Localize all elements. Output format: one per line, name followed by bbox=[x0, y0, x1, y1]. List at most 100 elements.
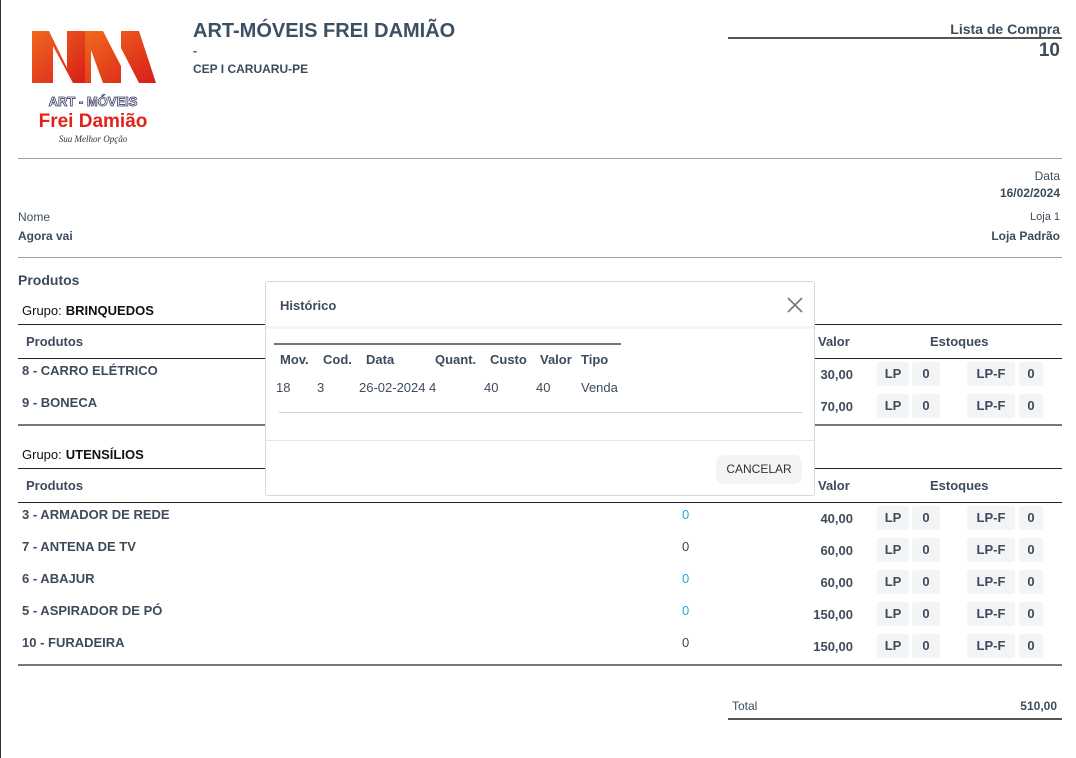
group-name: UTENSÍLIOS bbox=[65, 447, 144, 462]
column-header-produtos: Produtos bbox=[26, 334, 84, 349]
column-header-valor: Valor bbox=[818, 478, 850, 493]
group-label: Grupo: bbox=[22, 447, 62, 462]
divider bbox=[18, 257, 1062, 258]
history-cell: 4 bbox=[429, 380, 437, 395]
company-cep: CEP I CARUARU-PE bbox=[193, 62, 309, 76]
history-column-header: Custo bbox=[490, 352, 527, 367]
divider bbox=[728, 37, 1062, 39]
stock-store-f-label: LP-F bbox=[967, 394, 1015, 418]
product-quantity-link[interactable]: 0 bbox=[682, 507, 690, 522]
group-heading: Grupo: BRINQUEDOS bbox=[22, 303, 154, 318]
column-header-produtos: Produtos bbox=[26, 478, 84, 493]
document-number: 10 bbox=[1038, 40, 1060, 61]
product-name: 3 - ARMADOR DE REDE bbox=[22, 507, 170, 522]
product-value: 60,00 bbox=[820, 575, 853, 590]
total-value: 510,00 bbox=[1020, 699, 1057, 713]
history-cell: Venda bbox=[581, 380, 618, 395]
stock-store-label: LP bbox=[877, 394, 909, 418]
stock-store-label: LP bbox=[877, 362, 909, 386]
divider bbox=[18, 502, 1062, 503]
product-name: 10 - FURADEIRA bbox=[22, 635, 125, 650]
name-label: Nome bbox=[18, 210, 51, 224]
table-top-border bbox=[274, 343, 621, 345]
product-value: 150,00 bbox=[813, 607, 853, 622]
stock-store-f-value: 0 bbox=[1019, 570, 1043, 594]
product-name: 9 - BONECA bbox=[22, 395, 98, 410]
store-value: Loja Padrão bbox=[991, 229, 1060, 243]
table-bottom-border bbox=[279, 412, 802, 413]
stock-store-value: 0 bbox=[912, 362, 940, 386]
column-header-estoques: Estoques bbox=[930, 478, 989, 493]
stock-store-value: 0 bbox=[912, 506, 940, 530]
group-label: Grupo: bbox=[22, 303, 62, 318]
stock-store-label: LP bbox=[877, 602, 909, 626]
group-end-divider bbox=[18, 664, 1062, 666]
history-column-header: Tipo bbox=[581, 352, 609, 367]
stock-store-f-value: 0 bbox=[1019, 394, 1043, 418]
stock-store-f-value: 0 bbox=[1019, 634, 1043, 658]
cancel-button[interactable]: CANCELAR bbox=[716, 455, 802, 484]
stock-store-f-value: 0 bbox=[1019, 602, 1043, 626]
product-name: 5 - ASPIRADOR DE PÓ bbox=[22, 603, 163, 618]
stock-store-f-label: LP-F bbox=[967, 362, 1015, 386]
product-value: 30,00 bbox=[820, 367, 853, 382]
product-value: 70,00 bbox=[820, 399, 853, 414]
company-address-dash: - bbox=[193, 44, 197, 58]
history-cell: 18 bbox=[276, 380, 291, 395]
stock-store-label: LP bbox=[877, 538, 909, 562]
svg-text:ART - MÓVEIS: ART - MÓVEIS bbox=[49, 94, 138, 109]
product-quantity: 0 bbox=[682, 635, 690, 650]
stock-store-value: 0 bbox=[912, 570, 940, 594]
product-value: 150,00 bbox=[813, 639, 853, 654]
group-heading: Grupo: UTENSÍLIOS bbox=[22, 447, 144, 462]
stock-store-value: 0 bbox=[912, 634, 940, 658]
store-label: Loja 1 bbox=[1030, 211, 1060, 223]
dialog-header: Histórico bbox=[266, 282, 814, 329]
history-cell: 3 bbox=[317, 380, 325, 395]
history-column-header: Valor bbox=[540, 352, 572, 367]
document-type: Lista de Compra bbox=[950, 21, 1060, 37]
product-value: 40,00 bbox=[820, 511, 853, 526]
stock-store-value: 0 bbox=[912, 602, 940, 626]
column-header-estoques: Estoques bbox=[930, 334, 989, 349]
date-value: 16/02/2024 bbox=[999, 186, 1060, 200]
history-dialog: Histórico Mov. Cod. Data Quant. Custo Valor Ti… bbox=[265, 281, 815, 496]
stock-store-label: LP bbox=[877, 570, 909, 594]
total-divider bbox=[728, 718, 1062, 720]
divider bbox=[18, 158, 1062, 159]
history-column-header: Data bbox=[366, 352, 395, 367]
svg-text:Frei Damião: Frei Damião bbox=[39, 111, 148, 132]
stock-store-label: LP bbox=[877, 634, 909, 658]
stock-store-f-label: LP-F bbox=[967, 538, 1015, 562]
product-quantity: 0 bbox=[682, 539, 690, 554]
stock-store-f-label: LP-F bbox=[967, 602, 1015, 626]
stock-store-f-label: LP-F bbox=[967, 506, 1015, 530]
product-value: 60,00 bbox=[820, 543, 853, 558]
product-name: 6 - ABAJUR bbox=[22, 571, 95, 586]
stock-store-f-label: LP-F bbox=[967, 570, 1015, 594]
total-label: Total bbox=[732, 699, 758, 713]
history-cell: 40 bbox=[536, 380, 551, 395]
company-logo: ART - MÓVEIS Frei Damião Sua Melhor Opçã… bbox=[29, 28, 157, 146]
product-quantity-link[interactable]: 0 bbox=[682, 571, 690, 586]
dialog-title: Histórico bbox=[280, 298, 337, 313]
stock-store-f-label: LP-F bbox=[967, 634, 1015, 658]
close-icon[interactable] bbox=[784, 294, 806, 316]
history-column-header: Quant. bbox=[435, 352, 477, 367]
history-column-header: Cod. bbox=[323, 352, 352, 367]
stock-store-value: 0 bbox=[912, 394, 940, 418]
name-value: Agora vai bbox=[18, 229, 73, 243]
company-name: ART-MÓVEIS FREI DAMIÃO bbox=[193, 20, 456, 42]
product-quantity-link[interactable]: 0 bbox=[682, 603, 690, 618]
date-label: Data bbox=[1034, 169, 1060, 183]
stock-store-value: 0 bbox=[912, 538, 940, 562]
history-cell: 26-02-2024 bbox=[359, 380, 426, 395]
history-cell: 40 bbox=[484, 380, 499, 395]
group-name: BRINQUEDOS bbox=[65, 303, 154, 318]
dialog-footer bbox=[266, 440, 814, 441]
product-name: 7 - ANTENA DE TV bbox=[22, 539, 136, 554]
stock-store-f-value: 0 bbox=[1019, 538, 1043, 562]
stock-store-f-value: 0 bbox=[1019, 506, 1043, 530]
history-column-header: Mov. bbox=[280, 352, 309, 367]
stock-store-f-value: 0 bbox=[1019, 362, 1043, 386]
